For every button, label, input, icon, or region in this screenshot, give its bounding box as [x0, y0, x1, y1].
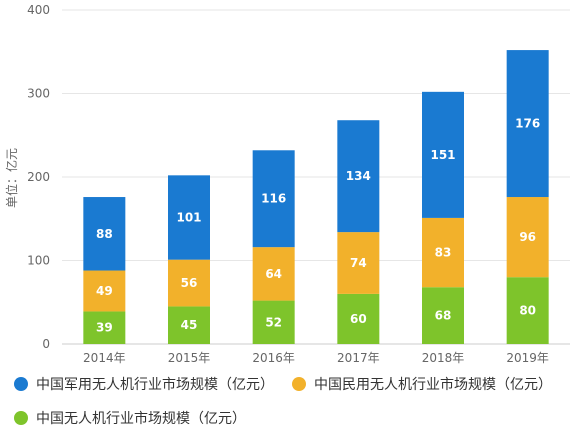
bar-segment [506, 50, 549, 198]
data-label: 96 [519, 230, 536, 244]
data-label: 176 [515, 117, 540, 131]
legend-label-civil: 中国民用无人机行业市场规模（亿元） [314, 377, 552, 393]
data-label: 151 [430, 148, 455, 162]
y-tick-label: 400 [27, 3, 50, 17]
data-label: 52 [265, 315, 282, 329]
bar-segment [506, 277, 549, 344]
x-axis: 2014年 2015年 2016年 2017年 2018年 2019年 [83, 351, 549, 365]
y-tick-label: 200 [27, 170, 50, 184]
data-label: 64 [265, 267, 282, 281]
bar-segment [252, 150, 295, 248]
bars-layer: 39 49 88 45 56 101 52 64 116 60 74 134 68 83 151 80 96 17… [83, 50, 549, 344]
bar-segment [168, 175, 210, 260]
legend-label-total: 中国无人机行业市场规模（亿元） [36, 411, 246, 427]
x-tick-label: 2016年 [252, 351, 295, 365]
legend-label-military: 中国军用无人机行业市场规模（亿元） [36, 377, 274, 393]
y-tick-label: 100 [27, 254, 50, 268]
stacked-bar-chart: 0 100 200 300 400 39 49 88 45 56 101 52 64 116 60 74 13… [4, 3, 570, 365]
bar-segment [422, 91, 464, 218]
bar-segment [83, 311, 126, 344]
bar-segment [337, 232, 380, 294]
legend-swatch-military [14, 377, 28, 391]
bar-segment [252, 300, 295, 344]
data-label: 56 [181, 276, 198, 290]
data-label: 116 [261, 192, 286, 206]
legend-swatch-civil [292, 377, 306, 391]
data-label: 101 [176, 210, 201, 224]
bar-segment [422, 287, 464, 344]
bar-segment [506, 197, 549, 278]
bar-segment [83, 270, 126, 312]
data-label: 83 [435, 246, 452, 260]
bar-segment [168, 306, 210, 344]
legend-item-military[interactable]: 中国军用无人机行业市场规模（亿元） [14, 374, 274, 394]
data-label: 80 [519, 304, 536, 318]
data-label: 49 [96, 284, 113, 298]
chart-grid [62, 9, 570, 345]
data-label: 134 [346, 169, 371, 183]
bar-segment [337, 293, 380, 344]
data-label: 45 [181, 318, 198, 332]
bar-segment [252, 247, 295, 301]
legend-item-total[interactable]: 中国无人机行业市场规模（亿元） [14, 408, 246, 428]
x-tick-label: 2017年 [337, 351, 380, 365]
data-label: 74 [350, 256, 367, 270]
bar-segment [337, 120, 380, 233]
y-tick-label: 0 [42, 337, 50, 351]
x-tick-label: 2019年 [506, 351, 549, 365]
data-label: 88 [96, 227, 113, 241]
x-tick-label: 2014年 [83, 351, 126, 365]
bar-segment [422, 217, 464, 288]
y-axis: 0 100 200 300 400 [27, 3, 50, 351]
bar-segment [83, 197, 126, 271]
data-label: 60 [350, 312, 367, 326]
legend-item-civil[interactable]: 中国民用无人机行业市场规模（亿元） [292, 374, 552, 394]
y-axis-title: 单位：亿元 [4, 148, 19, 208]
y-tick-label: 300 [27, 87, 50, 101]
data-label: 68 [435, 309, 452, 323]
data-label: 39 [96, 321, 113, 335]
bar-segment [168, 259, 210, 307]
x-tick-label: 2015年 [168, 351, 211, 365]
legend-swatch-total [14, 411, 28, 425]
x-tick-label: 2018年 [422, 351, 465, 365]
